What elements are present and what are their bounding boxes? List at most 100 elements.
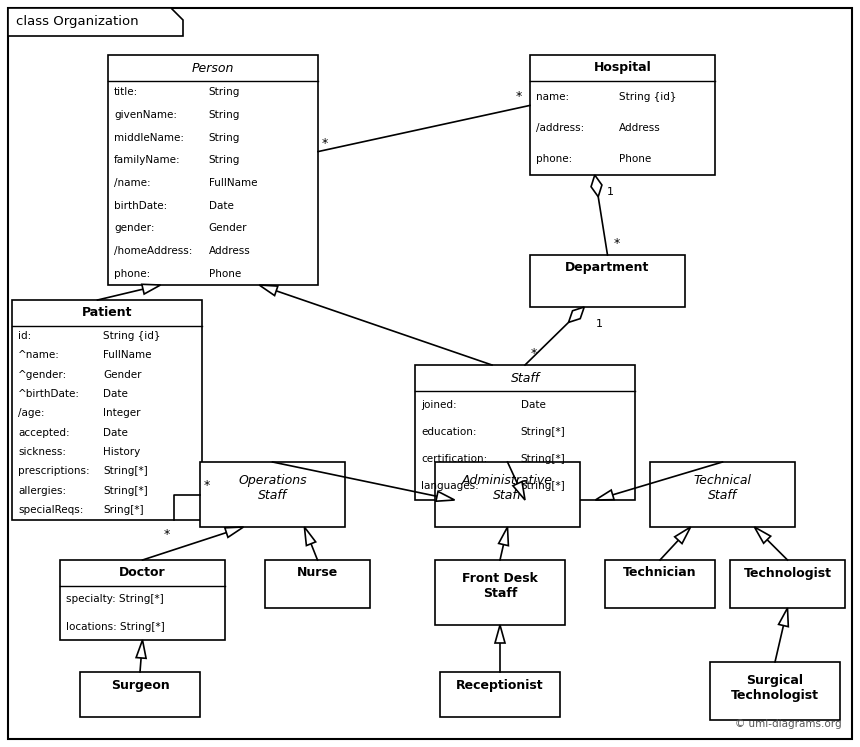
Text: Address: Address [209, 246, 250, 256]
Bar [12, 300, 202, 520]
Text: name:: name: [536, 92, 569, 102]
Text: specialty: String[*]: specialty: String[*] [66, 595, 163, 604]
Text: Receptionist: Receptionist [456, 678, 544, 692]
Text: joined:: joined: [421, 400, 457, 409]
Text: Sring[*]: Sring[*] [103, 505, 144, 515]
Bar [60, 560, 225, 640]
Text: id:: id: [18, 331, 31, 341]
Text: allergies:: allergies: [18, 486, 66, 496]
Text: class Organization: class Organization [16, 16, 138, 28]
Bar [730, 560, 845, 608]
Polygon shape [259, 285, 278, 296]
Text: *: * [322, 137, 329, 149]
Bar [435, 462, 580, 527]
Text: Surgeon: Surgeon [111, 678, 169, 692]
Polygon shape [8, 8, 183, 36]
Text: Department: Department [565, 261, 649, 274]
Text: Integer: Integer [103, 409, 141, 418]
Bar [415, 365, 635, 500]
Bar [530, 255, 685, 307]
Text: © uml-diagrams.org: © uml-diagrams.org [735, 719, 842, 729]
Text: String: String [209, 87, 240, 97]
Text: History: History [103, 447, 140, 457]
Text: Technical
Staff: Technical Staff [693, 474, 752, 502]
Text: familyName:: familyName: [114, 155, 181, 165]
Polygon shape [499, 527, 508, 545]
Text: *: * [516, 90, 522, 103]
Text: String: String [209, 133, 240, 143]
Text: Date: Date [520, 400, 545, 409]
Bar [440, 672, 560, 717]
Text: String: String [209, 110, 240, 120]
Text: String[*]: String[*] [520, 481, 565, 492]
Text: ^name:: ^name: [18, 350, 60, 360]
Text: Date: Date [103, 389, 128, 399]
Bar [435, 560, 565, 625]
Text: /name:: /name: [114, 178, 150, 188]
Bar [265, 560, 370, 608]
Polygon shape [495, 625, 505, 643]
Bar [200, 462, 345, 527]
Text: Technician: Technician [624, 566, 697, 580]
Text: 1: 1 [596, 319, 603, 329]
Text: ^gender:: ^gender: [18, 370, 67, 379]
Text: Address: Address [619, 123, 660, 133]
Text: Front Desk
Staff: Front Desk Staff [462, 572, 538, 600]
Text: languages:: languages: [421, 481, 479, 492]
Bar [530, 55, 715, 175]
Text: specialReqs:: specialReqs: [18, 505, 83, 515]
Text: Gender: Gender [103, 370, 142, 379]
Text: education:: education: [421, 427, 476, 437]
Bar [605, 560, 715, 608]
Polygon shape [754, 527, 771, 543]
Text: /age:: /age: [18, 409, 45, 418]
Polygon shape [778, 608, 789, 627]
Text: String[*]: String[*] [520, 427, 565, 437]
Polygon shape [675, 527, 691, 544]
Text: Date: Date [103, 428, 128, 438]
Polygon shape [142, 285, 161, 294]
Text: *: * [204, 480, 210, 492]
Text: Nurse: Nurse [297, 566, 338, 580]
Bar [80, 672, 200, 717]
Text: Doctor: Doctor [120, 566, 166, 580]
Text: locations: String[*]: locations: String[*] [66, 622, 165, 631]
Text: /homeAddress:: /homeAddress: [114, 246, 193, 256]
Text: accepted:: accepted: [18, 428, 70, 438]
Text: Hospital: Hospital [593, 61, 651, 75]
Bar [650, 462, 795, 527]
Text: Surgical
Technologist: Surgical Technologist [731, 674, 819, 702]
Text: *: * [163, 528, 169, 541]
Text: String[*]: String[*] [103, 466, 148, 477]
Text: *: * [613, 237, 620, 250]
Text: String[*]: String[*] [520, 454, 565, 464]
Text: Administrative
Staff: Administrative Staff [462, 474, 553, 502]
Polygon shape [591, 175, 602, 196]
Bar [710, 662, 840, 720]
Text: middleName:: middleName: [114, 133, 184, 143]
Text: title:: title: [114, 87, 138, 97]
Text: Patient: Patient [82, 306, 132, 320]
Text: Operations
Staff: Operations Staff [238, 474, 307, 502]
Polygon shape [513, 482, 525, 500]
Text: phone:: phone: [536, 155, 572, 164]
Text: String[*]: String[*] [103, 486, 148, 496]
Text: String {id}: String {id} [103, 331, 161, 341]
Polygon shape [436, 492, 455, 501]
Text: 1: 1 [607, 187, 614, 197]
Text: certification:: certification: [421, 454, 488, 464]
Polygon shape [568, 307, 584, 323]
Text: Gender: Gender [209, 223, 248, 233]
Bar [108, 55, 318, 285]
Text: FullName: FullName [103, 350, 151, 360]
Text: sickness:: sickness: [18, 447, 66, 457]
Text: ^birthDate:: ^birthDate: [18, 389, 80, 399]
Text: prescriptions:: prescriptions: [18, 466, 89, 477]
Polygon shape [595, 490, 614, 500]
Text: birthDate:: birthDate: [114, 201, 167, 211]
Text: FullName: FullName [209, 178, 257, 188]
Text: givenName:: givenName: [114, 110, 177, 120]
Polygon shape [304, 527, 316, 545]
Text: Person: Person [192, 61, 234, 75]
Text: Phone: Phone [619, 155, 651, 164]
